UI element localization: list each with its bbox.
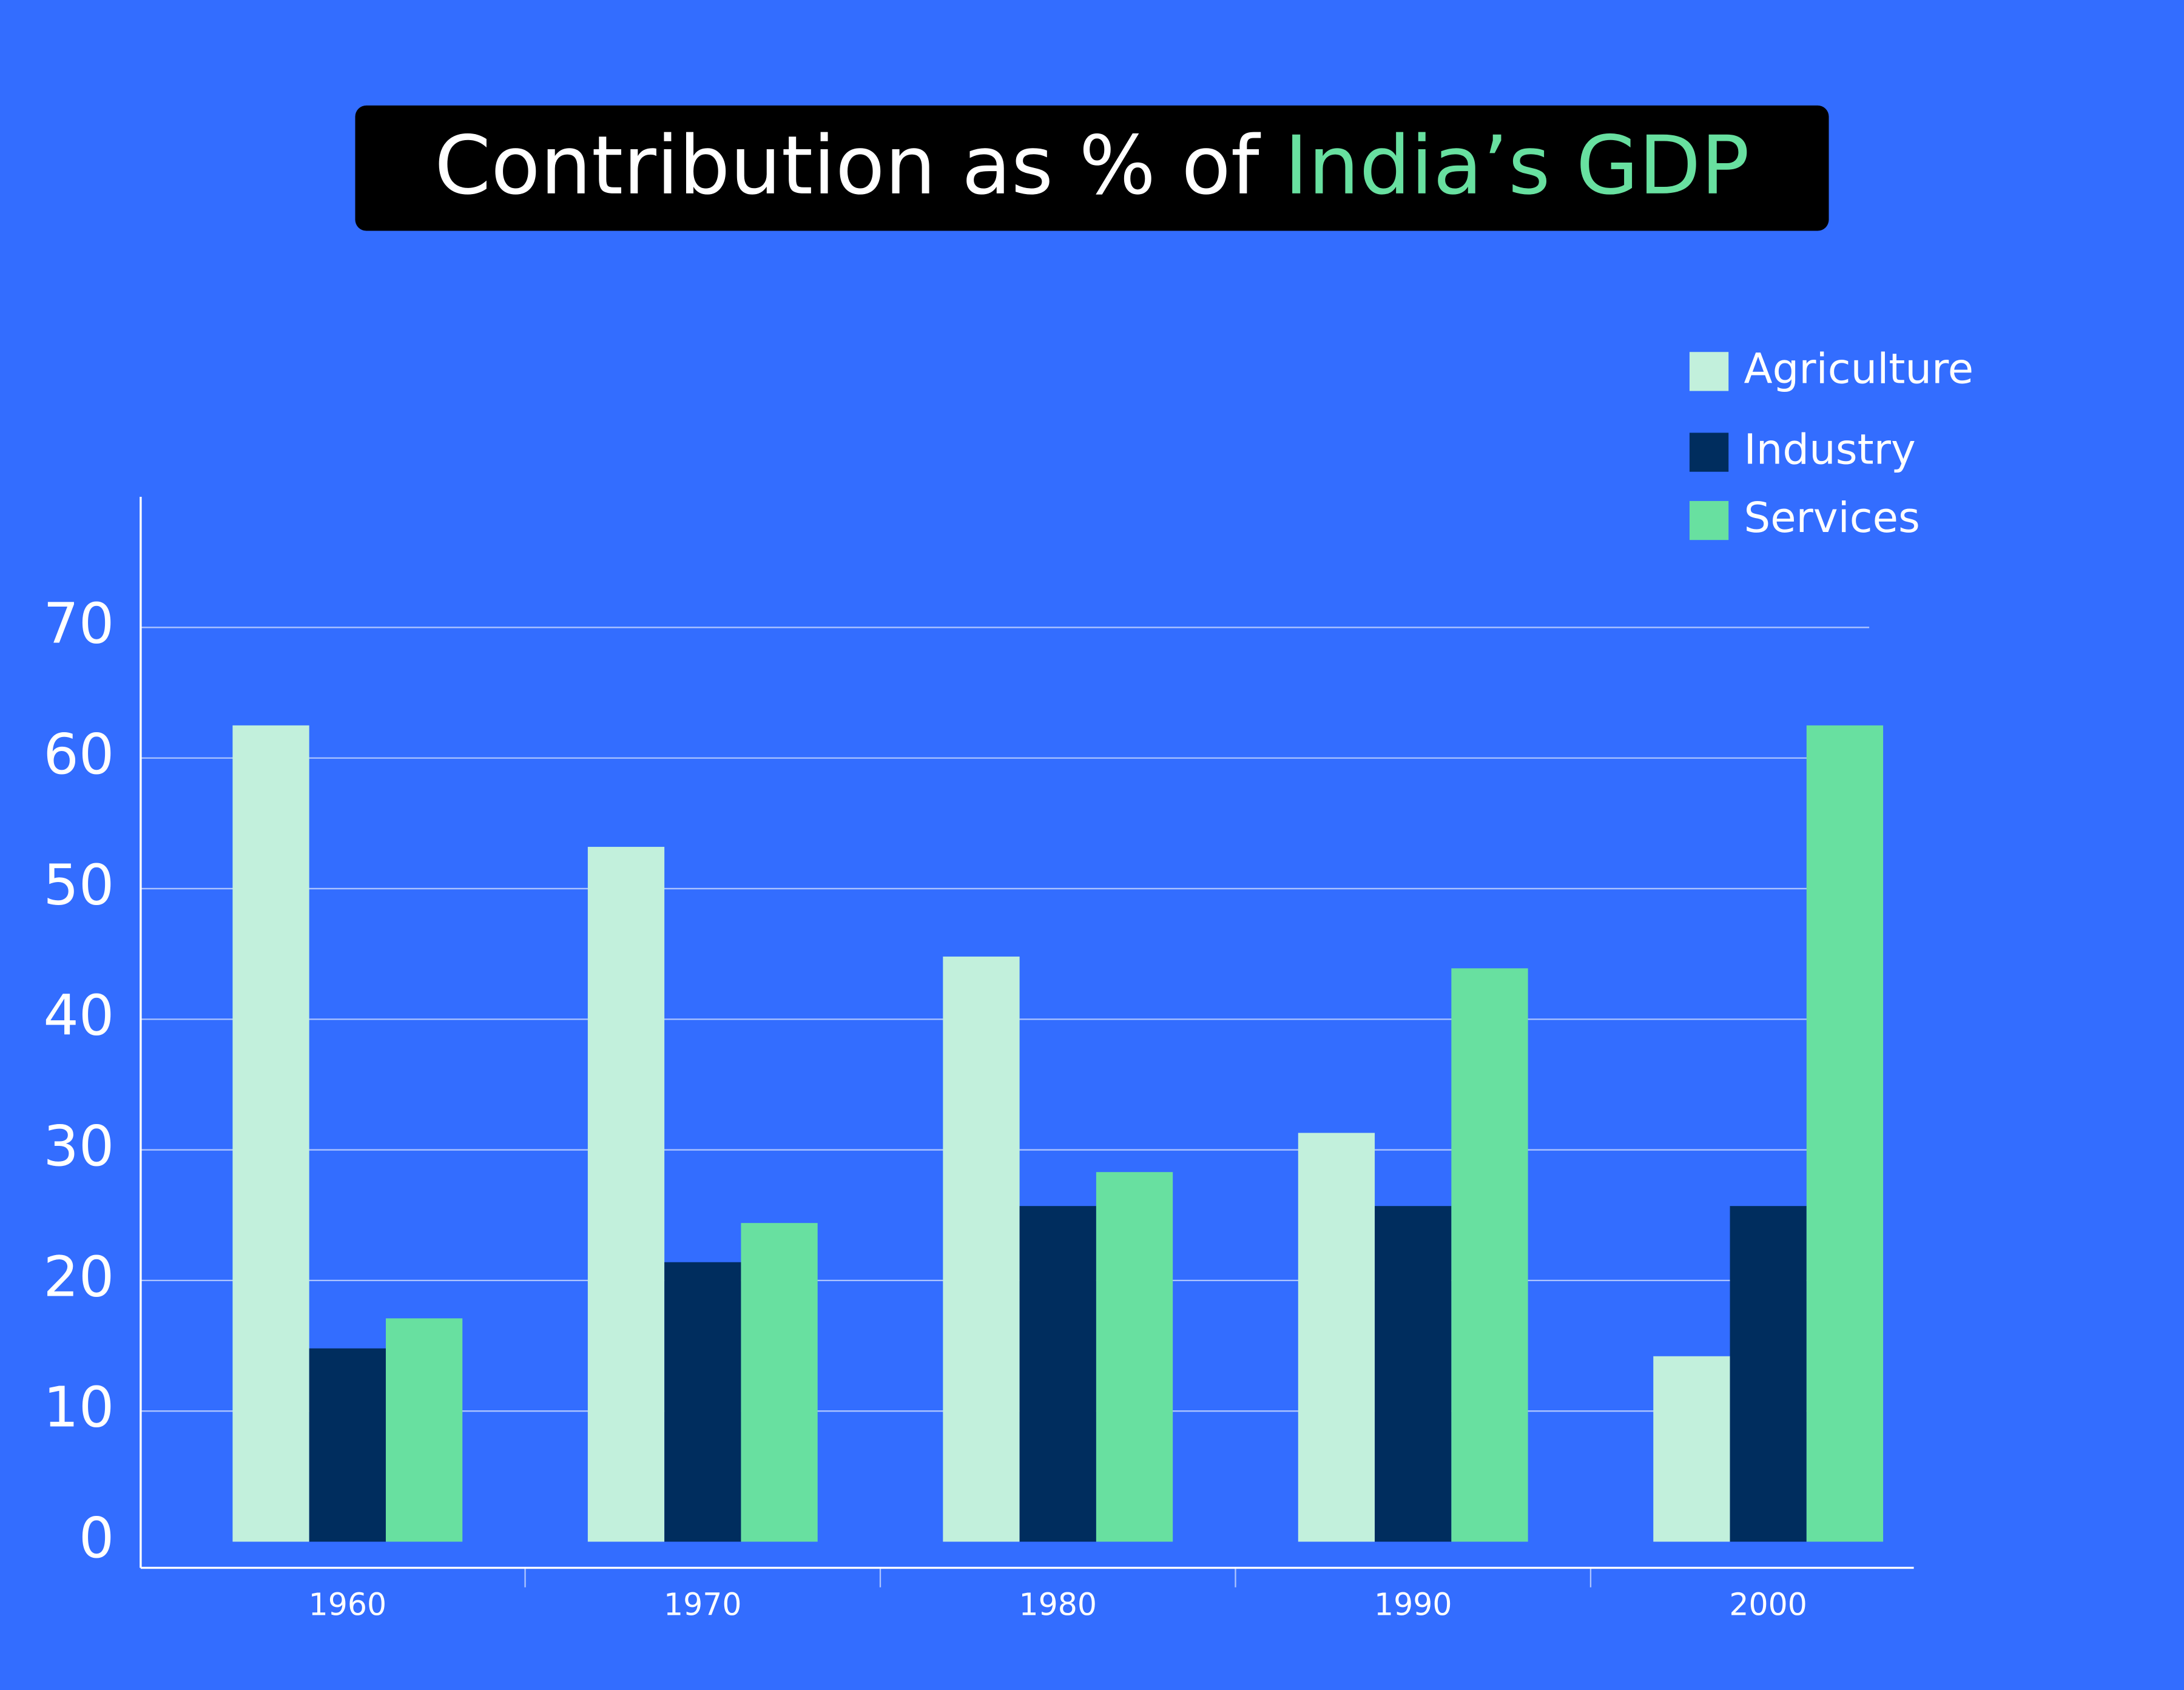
bar xyxy=(1653,1356,1730,1542)
bar xyxy=(1019,1206,1096,1542)
y-tick-label: 0 xyxy=(79,1506,114,1570)
legend-label: Industry xyxy=(1744,426,1915,474)
bar xyxy=(1730,1206,1807,1542)
title-highlight: India’s GDP xyxy=(1284,118,1750,212)
title-box xyxy=(355,105,1829,231)
bar xyxy=(1298,1133,1375,1542)
y-tick-label: 70 xyxy=(43,591,114,656)
legend-swatch xyxy=(1689,433,1729,472)
y-tick-label: 10 xyxy=(43,1375,114,1440)
bar xyxy=(309,1348,386,1542)
x-tick-label: 1990 xyxy=(1374,1586,1452,1622)
legend-swatch xyxy=(1689,352,1729,391)
x-tick-label: 1980 xyxy=(1019,1586,1097,1622)
y-tick-label: 60 xyxy=(43,722,114,787)
bar xyxy=(232,725,309,1542)
x-tick-label: 1970 xyxy=(664,1586,742,1622)
title-main: Contribution as % of xyxy=(434,118,1261,212)
x-tick-label: 1960 xyxy=(309,1586,387,1622)
bar xyxy=(1806,725,1884,1542)
y-tick-label: 40 xyxy=(43,983,114,1048)
bar xyxy=(587,847,665,1542)
bar xyxy=(943,956,1020,1542)
bar xyxy=(1375,1206,1452,1542)
legend-label: Services xyxy=(1744,494,1919,542)
y-tick-label: 30 xyxy=(43,1114,114,1179)
bar xyxy=(1096,1172,1173,1542)
chart-title: Contribution as % of India’s GDP xyxy=(434,118,1750,212)
legend-swatch xyxy=(1689,500,1729,540)
x-tick-label: 2000 xyxy=(1729,1586,1807,1622)
legend-label: Agriculture xyxy=(1744,345,1973,393)
bar xyxy=(385,1318,463,1542)
bar xyxy=(664,1262,741,1542)
y-tick-label: 20 xyxy=(43,1244,114,1309)
y-tick-label: 50 xyxy=(43,852,114,917)
bar xyxy=(1451,968,1528,1542)
bar xyxy=(741,1223,818,1542)
